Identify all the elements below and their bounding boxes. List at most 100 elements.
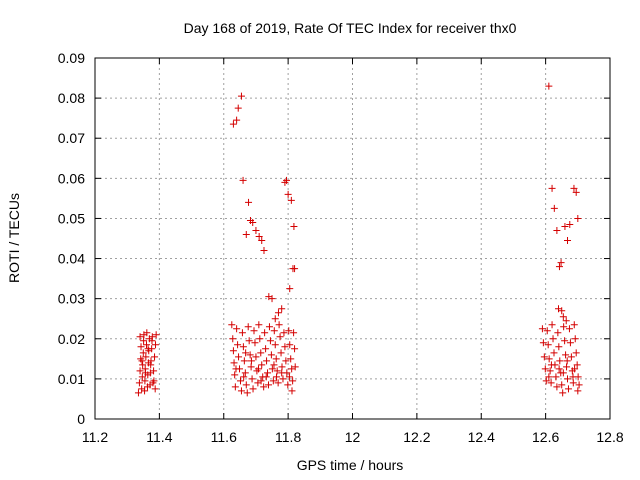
x-tick-label: 12.8: [596, 429, 623, 445]
data-point: [546, 367, 554, 375]
data-point: [555, 263, 563, 271]
data-point: [252, 226, 260, 234]
data-point: [559, 313, 567, 321]
data-point: [139, 361, 147, 369]
data-point: [291, 265, 299, 273]
data-point: [559, 389, 567, 397]
x-tick-label: 11.8: [275, 429, 301, 445]
data-point: [261, 329, 269, 337]
data-point: [539, 339, 547, 347]
data-point: [265, 323, 273, 331]
data-point: [144, 345, 152, 353]
data-point: [260, 247, 268, 255]
data-point: [280, 329, 288, 337]
data-point: [572, 188, 580, 196]
data-point: [574, 214, 582, 222]
data-point: [284, 381, 292, 389]
data-point: [545, 82, 553, 90]
data-point: [290, 329, 298, 337]
data-point: [139, 349, 147, 357]
data-point: [273, 373, 281, 381]
data-point: [545, 373, 553, 381]
data-point: [274, 379, 282, 387]
data-point: [573, 361, 581, 369]
data-point: [245, 198, 253, 206]
data-point: [564, 375, 572, 383]
data-point: [571, 335, 579, 343]
data-point: [548, 321, 556, 329]
data-point: [235, 353, 243, 361]
data-point: [245, 337, 253, 345]
data-point: [569, 373, 577, 381]
data-point: [267, 351, 275, 359]
data-point: [262, 345, 270, 353]
data-point: [240, 373, 248, 381]
data-point: [138, 373, 146, 381]
data-point: [290, 222, 298, 230]
data-point: [563, 357, 571, 365]
data-point: [541, 365, 549, 373]
data-point: [242, 349, 250, 357]
data-point: [143, 341, 150, 349]
data-point: [148, 337, 156, 345]
data-point: [237, 387, 245, 395]
x-tick-label: 11.2: [82, 429, 108, 445]
data-point: [542, 377, 550, 385]
data-point: [291, 363, 299, 371]
data-point: [566, 339, 574, 347]
y-tick-label: 0.03: [58, 291, 85, 307]
data-point: [282, 357, 290, 365]
data-point: [242, 381, 250, 389]
data-point: [247, 357, 255, 365]
data-point: [231, 383, 239, 391]
data-point: [284, 190, 292, 198]
data-point: [547, 379, 555, 387]
x-tick-label: 11.6: [211, 429, 237, 445]
data-point: [279, 375, 287, 383]
data-point: [268, 295, 276, 303]
data-point: [565, 325, 573, 333]
data-point: [257, 377, 265, 385]
data-point: [233, 116, 241, 124]
data-point: [136, 367, 144, 375]
data-point: [134, 389, 142, 397]
data-point: [234, 341, 242, 349]
data-point: [255, 321, 263, 329]
data-point: [550, 204, 558, 212]
data-point: [289, 377, 297, 385]
data-point: [286, 285, 294, 293]
data-point: [271, 315, 279, 323]
data-point: [570, 184, 578, 192]
data-point: [555, 343, 563, 351]
data-point: [277, 349, 285, 357]
y-tick-label: 0.05: [58, 210, 85, 226]
data-point: [142, 353, 150, 361]
data-point: [564, 237, 572, 245]
data-point: [247, 363, 255, 371]
data-point: [255, 365, 263, 373]
y-tick-labels: 0 0.01 0.02 0.03 0.04 0.05 0.06 0.07 0.08 0.09: [58, 50, 85, 427]
data-point: [251, 339, 259, 347]
data-point: [287, 196, 295, 204]
data-point: [555, 365, 563, 373]
data-point: [270, 327, 278, 335]
data-point: [561, 337, 569, 345]
data-point: [257, 349, 265, 357]
y-tick-label: 0.01: [58, 371, 85, 387]
data-point: [281, 343, 289, 351]
data-point: [270, 361, 278, 369]
data-point: [268, 365, 276, 373]
data-point: [264, 369, 272, 377]
data-point: [291, 345, 299, 353]
data-point: [239, 343, 247, 351]
data-point: [552, 373, 560, 381]
data-point: [543, 327, 551, 335]
x-tick-label: 12.6: [532, 429, 559, 445]
data-point: [278, 305, 286, 313]
data-point: [269, 377, 277, 385]
data-point: [549, 335, 557, 343]
data-point: [554, 329, 562, 337]
y-tick-label: 0.02: [58, 331, 85, 347]
data-point: [256, 335, 264, 343]
